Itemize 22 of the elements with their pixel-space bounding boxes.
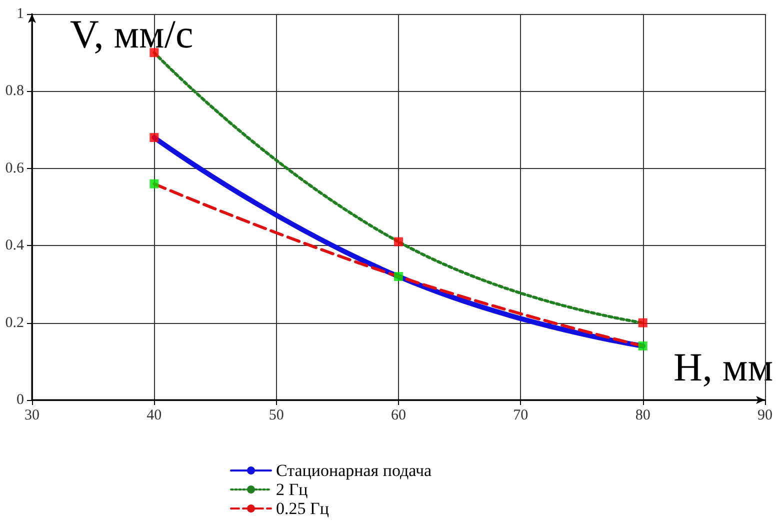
point [394, 237, 403, 246]
point [150, 133, 159, 142]
x-tick-label: 60 [391, 408, 406, 424]
y-tick-label: 1 [16, 6, 24, 22]
y-tick-label: 0 [16, 392, 24, 408]
x-tick-label: 40 [146, 408, 162, 424]
point [394, 272, 403, 281]
point [150, 179, 159, 188]
legend-label: Стационарная подача [276, 461, 432, 480]
y-tick-label: 0.4 [5, 238, 24, 254]
x-tick-label: 50 [268, 408, 284, 424]
legend-label: 0.25 Гц [276, 499, 329, 518]
x-tick-label: 70 [513, 408, 528, 424]
x-tick-label: 30 [24, 408, 40, 424]
x-tick-label: 90 [758, 408, 772, 424]
y-tick-label: 0.8 [5, 83, 24, 100]
point [638, 341, 648, 350]
legend-label: 2 Гц [276, 480, 308, 499]
x-tick-label: 80 [635, 408, 650, 424]
point [638, 318, 648, 328]
y-tick-label: 0.6 [5, 160, 24, 176]
y-tick-label: 0.2 [5, 314, 24, 331]
